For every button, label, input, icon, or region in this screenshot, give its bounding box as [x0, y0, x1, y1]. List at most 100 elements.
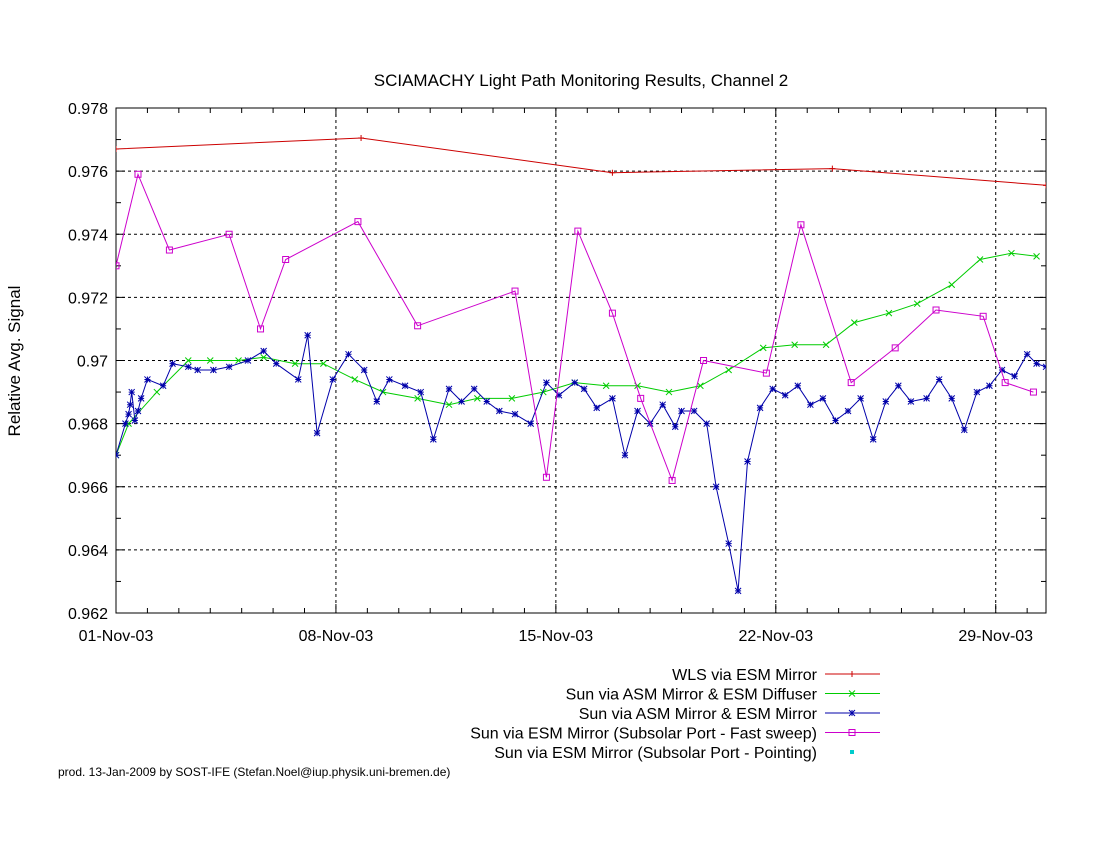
data-point: [580, 385, 588, 393]
data-point: [1042, 363, 1046, 371]
y-tick-label: 0.97: [77, 354, 108, 371]
series-layer: [116, 134, 1046, 595]
data-point: [511, 410, 519, 418]
series-4: [116, 170, 1037, 484]
data-point: [320, 360, 327, 368]
legend-swatch-marker: [848, 709, 856, 717]
data-point: [703, 420, 711, 427]
legend-swatch-marker: [848, 729, 856, 736]
data-point: [850, 319, 858, 326]
legend: WLS via ESM Mirror Sun via ASM Mirror & E…: [470, 667, 880, 762]
data-point: [907, 398, 915, 405]
data-point: [1008, 249, 1015, 257]
data-point: [781, 391, 789, 399]
data-point: [734, 587, 742, 595]
data-point: [184, 357, 192, 364]
data-point: [159, 382, 167, 390]
data-point: [935, 376, 943, 383]
x-tick-label: 01-Nov-03: [79, 628, 154, 645]
data-point: [282, 256, 290, 263]
data-point: [543, 379, 550, 386]
data-point: [445, 385, 453, 393]
data-point: [608, 309, 616, 317]
plot-frame: [115, 107, 1047, 614]
data-point: [511, 287, 519, 295]
legend-label: Sun via ESM Mirror (Subsolar Port - Fast…: [470, 726, 817, 743]
data-point: [495, 407, 503, 415]
legend-swatch-marker: [850, 750, 854, 754]
chart-title: SCIAMACHY Light Path Monitoring Results,…: [374, 71, 789, 90]
y-tick-label: 0.974: [68, 227, 108, 244]
data-point: [294, 376, 302, 383]
data-point: [134, 407, 142, 415]
legend-label: WLS via ESM Mirror: [672, 667, 818, 684]
data-point: [329, 376, 337, 383]
data-point: [671, 423, 679, 431]
data-point: [807, 401, 814, 409]
data-point: [542, 473, 550, 481]
data-point: [244, 357, 252, 364]
data-point: [429, 436, 437, 443]
legend-label: Sun via ASM Mirror & ESM Diffuser: [566, 687, 818, 704]
data-point: [1033, 252, 1040, 260]
data-point: [744, 458, 751, 465]
x-tick-label: 08-Nov-03: [299, 628, 374, 645]
data-point: [659, 401, 667, 409]
data-point: [313, 429, 321, 437]
data-point: [678, 407, 685, 415]
data-point: [822, 341, 830, 349]
data-point: [891, 344, 899, 352]
data-point: [913, 300, 921, 308]
data-point: [354, 218, 362, 226]
legend-swatch-marker: [848, 690, 856, 697]
data-point: [756, 404, 764, 412]
data-point: [976, 256, 984, 263]
data-point: [125, 410, 132, 418]
legend-item: Sun via ASM Mirror & ESM Diffuser: [566, 687, 880, 704]
data-point: [1029, 388, 1037, 396]
y-tick-label: 0.966: [68, 480, 108, 497]
legend-label: Sun via ESM Mirror (Subsolar Port - Poin…: [494, 745, 817, 762]
x-tick-label: 29-Nov-03: [958, 628, 1033, 645]
data-point: [769, 385, 777, 393]
series-line: [116, 252, 1037, 456]
y-tick-label: 0.976: [68, 164, 108, 181]
series-line: [116, 137, 1046, 186]
data-point: [700, 357, 708, 364]
data-point: [414, 395, 421, 402]
data-point: [401, 382, 409, 390]
data-point: [116, 146, 119, 153]
data-point: [885, 309, 893, 317]
data-point: [417, 388, 425, 396]
x-tick-label: 22-Nov-03: [738, 628, 813, 645]
data-point: [360, 366, 368, 374]
y-tick-label: 0.978: [68, 101, 108, 118]
data-point: [144, 376, 151, 383]
data-point: [609, 395, 616, 402]
data-point: [225, 230, 233, 238]
data-point: [759, 344, 767, 352]
data-point: [194, 366, 202, 374]
data-point: [725, 540, 733, 547]
data-point: [998, 366, 1006, 374]
data-point: [829, 165, 836, 172]
data-point: [791, 341, 799, 349]
series-line: [116, 172, 1034, 483]
data-point: [932, 306, 940, 314]
data-point: [1033, 360, 1040, 368]
y-axis-label: Relative Avg. Signal: [5, 286, 24, 437]
data-point: [358, 134, 365, 141]
data-point: [1011, 372, 1018, 380]
data-point: [973, 388, 981, 396]
data-point: [345, 350, 352, 358]
data-point: [116, 262, 120, 270]
data-point: [621, 451, 629, 459]
y-tick-label: 0.964: [68, 543, 108, 560]
footer-credit: prod. 13-Jan-2009 by SOST-IFE (Stefan.No…: [58, 765, 450, 779]
data-point: [122, 420, 129, 427]
data-point: [116, 451, 120, 459]
series-line: [116, 335, 1046, 591]
data-point: [948, 281, 956, 289]
data-point: [923, 395, 930, 402]
data-point: [210, 366, 217, 374]
